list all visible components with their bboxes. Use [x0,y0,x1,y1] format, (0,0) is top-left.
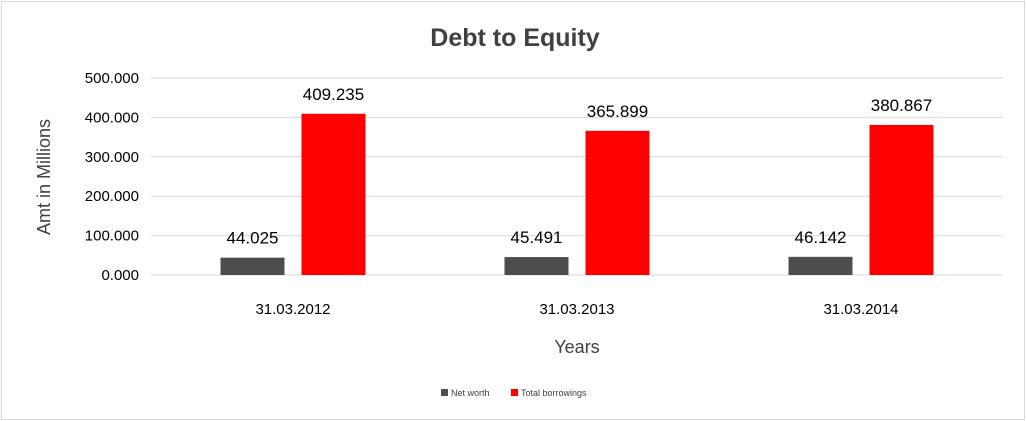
data-label: 46.142 [795,228,847,247]
chart-title: Debt to Equity [430,24,600,52]
y-tick-label: 200.000 [85,188,139,205]
bar-total-borrowings [869,124,934,275]
bar-net-worth [220,257,285,275]
legend: Net worth Total borrowings [441,388,587,398]
data-labels: 44.025 409.235 45.491 365.899 46.142 380.867 [227,85,933,248]
y-tick-label: 100.000 [85,228,139,245]
y-axis-title: Amt in Millions [34,119,54,235]
data-label: 44.025 [227,229,279,248]
gridlines [151,77,1003,276]
y-tick-label: 500.000 [85,70,139,87]
x-axis-title: Years [554,337,599,357]
y-tick-label: 400.000 [85,109,139,126]
data-label: 45.491 [511,228,563,247]
data-label: 365.899 [587,102,648,121]
bar-net-worth [504,257,569,275]
bar-net-worth [788,256,853,275]
bar-total-borrowings [585,130,650,275]
bar-total-borrowings [301,113,366,275]
y-axis-ticks: 0.000 100.000 200.000 300.000 400.000 500.000 [85,70,139,284]
y-tick-label: 300.000 [85,149,139,166]
legend-label: Total borrowings [521,388,587,398]
data-label: 380.867 [871,96,932,115]
bars [220,113,934,275]
legend-label: Net worth [451,388,490,398]
y-tick-label: 0.000 [101,267,139,284]
legend-swatch [511,389,518,396]
x-tick-label: 31.03.2013 [539,301,614,318]
x-tick-label: 31.03.2014 [823,301,898,318]
data-label: 409.235 [303,85,364,104]
x-axis-ticks: 31.03.2012 31.03.2013 31.03.2014 [255,301,898,318]
legend-swatch [441,389,448,396]
x-tick-label: 31.03.2012 [255,301,330,318]
